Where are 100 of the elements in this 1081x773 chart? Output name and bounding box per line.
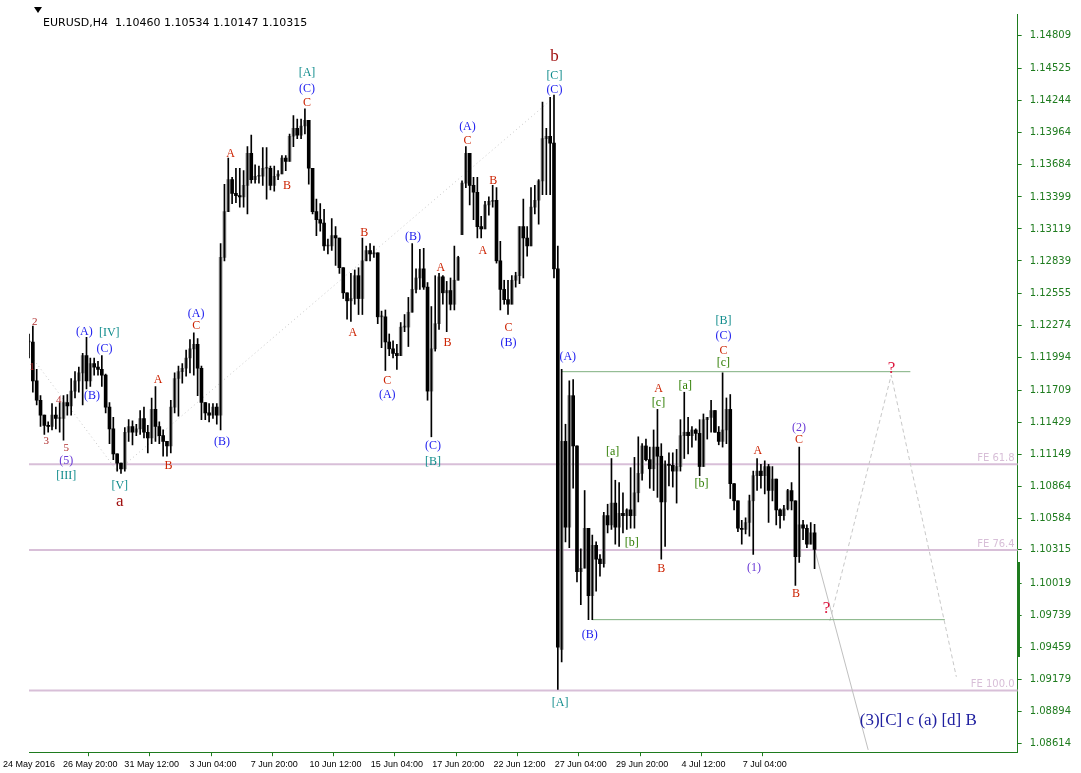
annotation: A (348, 325, 358, 340)
ref-line-label: FE 61.8 (977, 451, 1015, 463)
annotation: 4 (55, 393, 62, 406)
annotation: [B] (715, 313, 732, 328)
annotation: A (436, 259, 446, 274)
y-tick-label: 1.10864 (1029, 480, 1072, 492)
x-tick-label: 10 Jun 12:00 (309, 759, 362, 770)
y-tick-label: 1.14244 (1029, 93, 1072, 105)
annotation: B (657, 561, 666, 576)
annotation: (C) (298, 81, 315, 96)
x-tick-label: 7 Jun 20:00 (250, 759, 298, 770)
x-tick-label: 4 Jul 12:00 (681, 759, 726, 770)
annotation: B (360, 224, 369, 239)
y-tick-label: 1.09739 (1029, 608, 1072, 620)
x-tick-label: 17 Jun 20:00 (432, 759, 485, 770)
y-tick-label: 1.13119 (1029, 222, 1072, 234)
annotation: 3 (43, 434, 50, 447)
annotation: (A) (187, 305, 205, 320)
x-tick-label: 31 May 12:00 (124, 759, 179, 770)
y-tick-label: 1.11994 (1029, 351, 1072, 363)
annotation: (A) (76, 324, 93, 339)
annotation: A (478, 243, 488, 258)
annotation: B (489, 172, 498, 187)
annotation: (C) (546, 82, 563, 97)
annotation: [c] (716, 355, 731, 370)
annotation: (A) (559, 349, 577, 364)
annotation: (B) (581, 627, 598, 642)
annotation: 1 (29, 359, 35, 372)
ref-line-label: FE 76.4 (977, 537, 1015, 549)
annotation: [B] (425, 453, 442, 468)
y-tick-label: 1.09459 (1029, 640, 1072, 652)
y-tick-label: 1.13964 (1029, 125, 1072, 137)
y-tick-label: 1.12555 (1029, 286, 1072, 298)
annotation: [V] (111, 478, 129, 493)
annotation: A (753, 443, 763, 458)
annotation: C (719, 342, 728, 357)
annotation: (B) (500, 334, 517, 349)
ref-line-label: FE 100.0 (970, 678, 1015, 690)
annotation: [C] (546, 67, 563, 82)
y-tick-label: 1.10315 (1029, 542, 1072, 554)
y-tick-label: 1.12839 (1029, 254, 1072, 266)
annotation: [A] (298, 64, 316, 79)
annotation: ? (887, 358, 896, 378)
x-tick-label: 24 May 2016 (2, 759, 56, 770)
annotation: (C) (425, 438, 442, 453)
annotation: (B) (213, 434, 230, 449)
annotation: 2 (32, 315, 38, 328)
x-tick-label: 27 Jun 04:00 (554, 759, 607, 770)
x-tick-label: 7 Jul 04:00 (742, 759, 787, 770)
annotation: 5 (63, 440, 70, 453)
annotation: (2) (791, 419, 806, 434)
annotation: C (302, 94, 311, 109)
annotation: B (164, 457, 173, 472)
annotation: C (192, 318, 201, 333)
annotation: (B) (84, 388, 101, 403)
annotation: A (153, 371, 163, 386)
annotation: (C) (715, 327, 732, 342)
y-tick-label: 1.11149 (1029, 447, 1072, 459)
y-tick-label: 1.11709 (1029, 383, 1072, 395)
y-tick-label: 1.13399 (1029, 190, 1072, 202)
annotation: (5) (59, 452, 74, 467)
annotation: (B) (405, 229, 422, 244)
annotation: C (504, 320, 513, 335)
annotation: (A) (459, 119, 476, 134)
y-tick-label: 1.13684 (1029, 157, 1072, 169)
y-tick-label: 1.09179 (1029, 672, 1072, 684)
annotation: [c] (651, 395, 666, 410)
annotation: [b] (624, 534, 639, 549)
annotation: [III] (56, 468, 77, 483)
y-tick-label: 1.10019 (1029, 576, 1072, 588)
x-tick-label: 15 Jun 04:00 (370, 759, 423, 770)
annotation: [A] (551, 694, 569, 709)
y-tick-label: 1.12274 (1029, 319, 1072, 331)
annotation: C (463, 132, 472, 147)
x-tick-label: 22 Jun 12:00 (493, 759, 546, 770)
annotation: ? (822, 598, 831, 618)
y-tick-label: 1.14809 (1029, 29, 1072, 41)
annotation: [b] (694, 476, 709, 491)
y-tick-label: 1.11429 (1029, 415, 1072, 427)
y-tick-label: 1.08614 (1029, 737, 1072, 749)
annotation: C (383, 372, 392, 387)
annotation: B (282, 177, 291, 192)
y-tick-label: 1.08894 (1029, 705, 1072, 717)
chart-title: EURUSD,H4 1.10460 1.10534 1.10147 1.10315 (43, 15, 308, 29)
x-tick-label: 29 Jun 20:00 (616, 759, 669, 770)
annotation: a (115, 491, 124, 511)
annotation: [IV] (98, 325, 120, 340)
y-tick-label: 1.10584 (1029, 512, 1072, 524)
annotation: (1) (747, 560, 762, 575)
annotation: (3)[C] c (a) [d] B (859, 710, 977, 730)
annotation: B (792, 586, 801, 601)
annotation: [a] (605, 444, 620, 459)
annotation: (C) (96, 340, 113, 355)
y-tick-label: 1.14525 (1029, 61, 1072, 73)
annotation: A (226, 145, 236, 160)
x-tick-label: 3 Jun 04:00 (189, 759, 237, 770)
annotation: A (654, 380, 664, 395)
x-tick-label: 26 May 20:00 (63, 759, 118, 770)
annotation: (A) (378, 387, 396, 402)
annotation: b (550, 46, 559, 66)
